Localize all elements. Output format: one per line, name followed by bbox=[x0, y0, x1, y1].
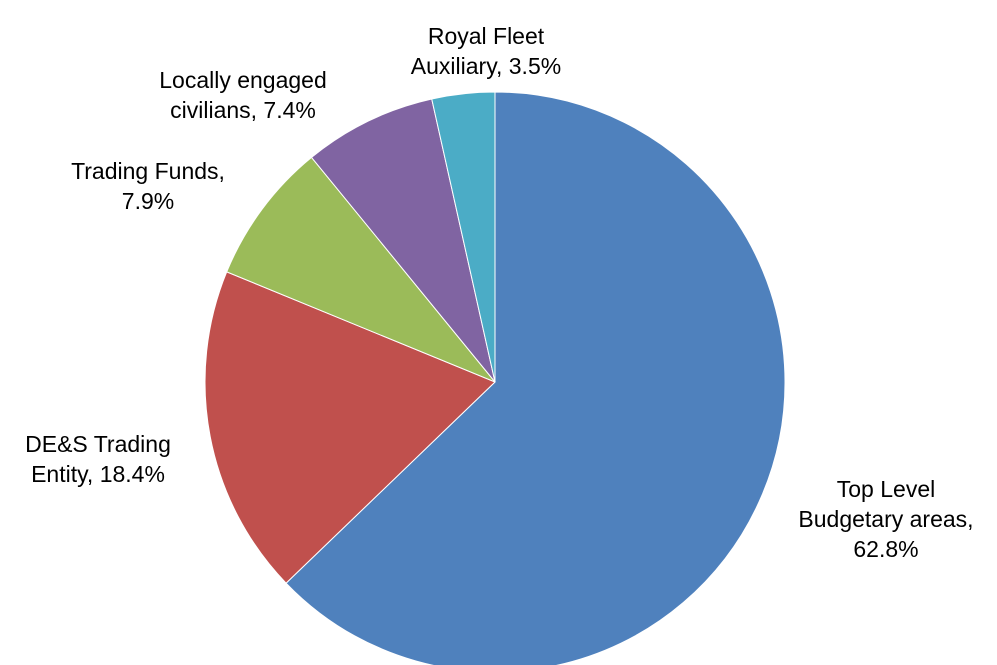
slice-label-2: DE&S Trading Entity, 18.4% bbox=[25, 431, 171, 487]
pie-slice-4 bbox=[310, 98, 496, 383]
slice-label-line: Auxiliary, 3.5% bbox=[411, 53, 561, 79]
pie-slices bbox=[204, 91, 786, 665]
slice-label-5: Royal Fleet Auxiliary, 3.5% bbox=[411, 23, 561, 79]
slice-label-line: Locally engaged bbox=[159, 67, 327, 93]
slice-label-line: Trading Funds, bbox=[71, 158, 225, 184]
slice-label-3: Trading Funds, 7.9% bbox=[71, 158, 225, 214]
pie-slice-5 bbox=[431, 91, 496, 383]
slice-label-line: 62.8% bbox=[853, 536, 918, 562]
pie-labels: Top Level Budgetary areas, 62.8% DE&S Tradi… bbox=[25, 23, 973, 562]
pie-slice-3 bbox=[226, 156, 496, 383]
slice-label-4: Locally engaged civilians, 7.4% bbox=[159, 67, 327, 123]
pie-slice-1 bbox=[285, 91, 786, 665]
slice-label-line: Royal Fleet bbox=[428, 23, 545, 49]
slice-label-line: Budgetary areas, bbox=[798, 506, 973, 532]
slice-label-line: DE&S Trading bbox=[25, 431, 171, 457]
pie-slice-2 bbox=[204, 271, 496, 584]
slice-label-line: 7.9% bbox=[122, 188, 174, 214]
slice-label-1: Top Level Budgetary areas, 62.8% bbox=[798, 476, 973, 562]
slice-label-line: civilians, 7.4% bbox=[170, 97, 316, 123]
slice-label-line: Top Level bbox=[837, 476, 935, 502]
slice-label-line: Entity, 18.4% bbox=[31, 461, 165, 487]
